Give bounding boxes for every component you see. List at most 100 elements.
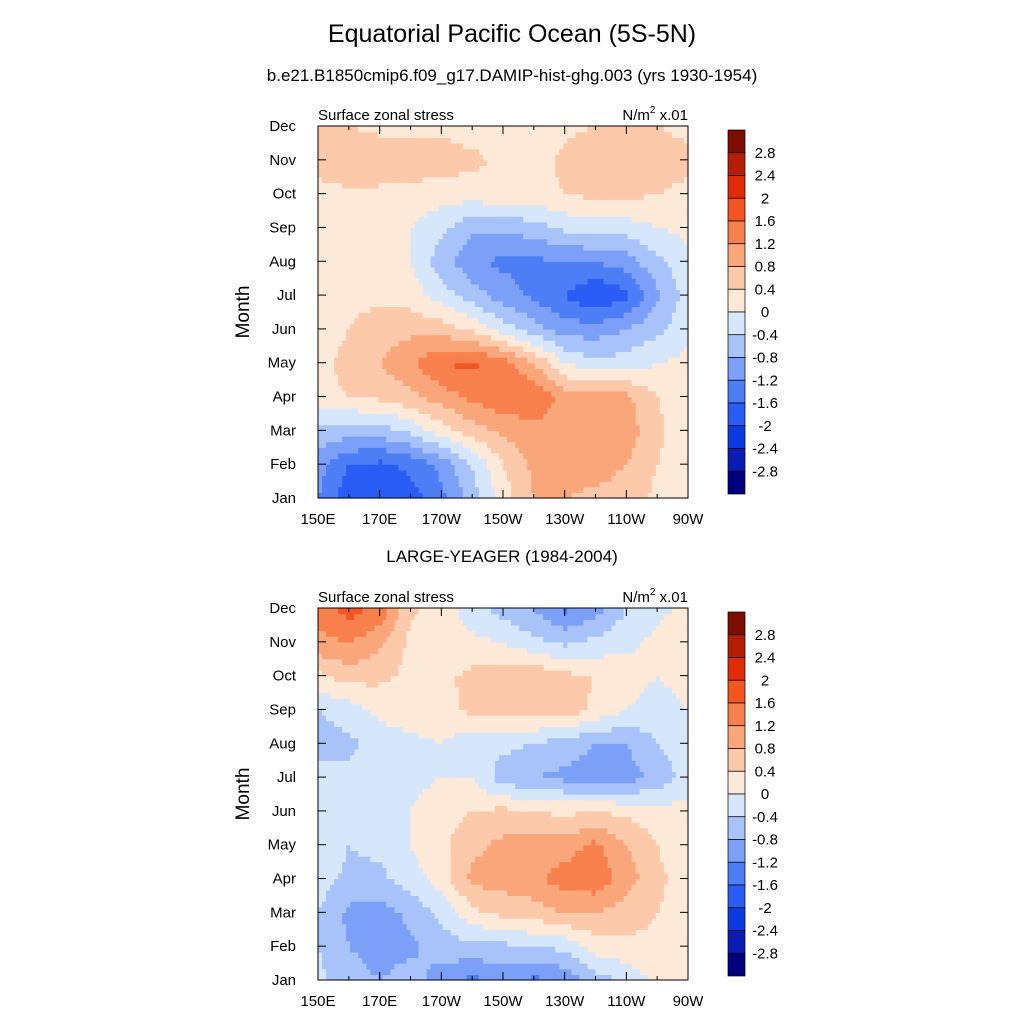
field-cell	[655, 407, 661, 415]
field-cell	[543, 244, 548, 251]
field-cell	[619, 300, 625, 307]
field-cell	[378, 210, 383, 217]
field-cell	[683, 261, 689, 268]
field-cell	[326, 188, 331, 195]
field-cell	[334, 295, 339, 302]
field-cell	[394, 312, 400, 319]
field-cell	[535, 210, 540, 217]
field-cell	[442, 334, 448, 341]
field-cell	[458, 204, 464, 212]
field-cell	[579, 295, 585, 302]
field-cell	[494, 424, 500, 431]
field-cell	[595, 334, 601, 341]
field-cell	[498, 261, 504, 268]
field-cell	[322, 357, 327, 364]
field-cell	[563, 464, 568, 471]
field-cell	[350, 368, 355, 375]
field-cell	[438, 328, 444, 336]
field-cell	[531, 351, 536, 358]
field-cell	[503, 289, 508, 296]
field-cell	[519, 266, 524, 274]
field-cell	[466, 492, 472, 499]
field-cell	[410, 396, 416, 403]
field-cell	[318, 312, 323, 319]
field-cell	[490, 436, 496, 443]
field-cell	[482, 475, 488, 482]
field-cell	[647, 486, 653, 493]
field-cell	[366, 188, 371, 195]
field-cell	[490, 452, 496, 460]
field-cell	[559, 334, 564, 341]
field-cell	[386, 193, 391, 200]
field-cell	[647, 430, 653, 437]
field-cell	[330, 199, 335, 206]
field-cell	[462, 312, 468, 319]
field-cell	[450, 300, 456, 307]
field-cell	[579, 255, 585, 262]
field-cell	[382, 278, 387, 285]
field-cell	[326, 345, 331, 353]
field-cell	[470, 441, 476, 448]
field-cell	[394, 278, 400, 285]
field-cell	[599, 312, 605, 319]
field-cell	[446, 334, 452, 341]
field-cell	[663, 199, 669, 206]
field-cell	[631, 345, 637, 353]
field-cell	[490, 334, 496, 341]
field-cell	[382, 255, 387, 262]
field-cell	[466, 419, 472, 426]
field-cell	[535, 312, 540, 319]
field-cell	[426, 362, 432, 369]
field-cell	[535, 475, 540, 482]
field-cell	[330, 323, 335, 330]
field-cell	[679, 278, 685, 285]
field-cell	[555, 193, 560, 200]
field-cell	[547, 345, 552, 353]
field-cell	[390, 419, 396, 426]
field-cell	[402, 475, 408, 482]
field-cell	[619, 289, 625, 296]
field-cell	[679, 255, 685, 262]
field-cell	[378, 300, 383, 307]
field-cell	[659, 210, 665, 217]
field-cell	[507, 464, 512, 471]
field-cell	[647, 413, 653, 420]
field-cell	[523, 436, 528, 443]
field-cell	[402, 436, 408, 443]
field-cell	[350, 385, 355, 392]
field-cell	[366, 216, 371, 223]
field-cell	[531, 357, 536, 364]
field-cell	[470, 407, 476, 415]
field-cell	[563, 266, 568, 274]
field-cell	[627, 306, 633, 313]
field-cell	[346, 261, 351, 268]
field-cell	[515, 413, 520, 420]
field-cell	[683, 430, 689, 437]
field-cell	[342, 447, 347, 454]
field-cell	[398, 385, 404, 392]
field-cell	[486, 227, 492, 234]
field-cell	[422, 266, 428, 274]
field-cell	[543, 379, 548, 386]
field-cell	[575, 233, 581, 240]
field-cell	[458, 334, 464, 341]
field-cell	[406, 289, 412, 296]
field-cell	[346, 238, 351, 245]
field-cell	[623, 289, 629, 296]
field-cell	[503, 328, 508, 336]
field-cell	[358, 469, 363, 477]
field-cell	[635, 300, 641, 307]
field-cell	[567, 452, 572, 460]
field-cell	[410, 199, 416, 206]
field-cell	[663, 374, 669, 381]
field-cell	[430, 227, 436, 234]
field-cell	[587, 283, 593, 291]
field-cell	[438, 244, 444, 251]
field-cell	[515, 295, 520, 302]
field-cell	[543, 210, 548, 217]
field-cell	[583, 272, 589, 279]
field-cell	[402, 407, 408, 415]
field-cell	[374, 244, 379, 251]
field-cell	[430, 413, 436, 420]
field-cell	[611, 317, 617, 324]
